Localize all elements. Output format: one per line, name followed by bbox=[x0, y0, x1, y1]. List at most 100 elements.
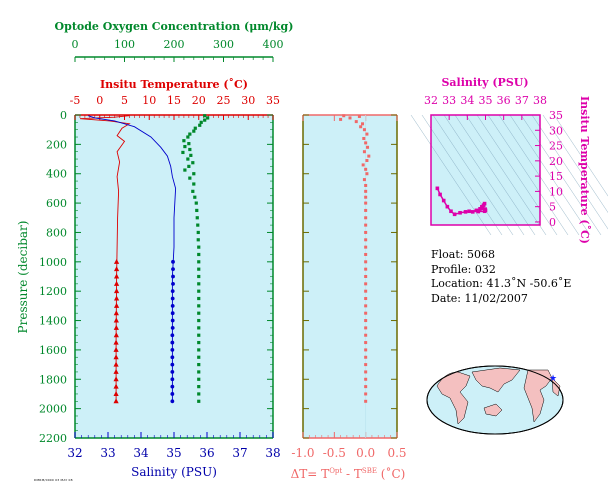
delta-t-point bbox=[364, 167, 368, 171]
float-id: Float: 5068 bbox=[431, 248, 495, 261]
temperature-axis-ticks: -5 0 5 10 15 20 25 30 35 bbox=[70, 94, 280, 120]
ts-point bbox=[467, 209, 471, 214]
temperature-point bbox=[113, 332, 119, 338]
salinity-axis-title: Salinity (PSU) bbox=[131, 465, 217, 479]
oxygen-point bbox=[197, 326, 201, 330]
oxygen-point bbox=[191, 189, 195, 193]
oxygen-point bbox=[188, 147, 192, 152]
delta-t-point bbox=[364, 304, 368, 308]
oxygen-axis-title: Optode Oxygen Concentration (μm/kg) bbox=[55, 20, 294, 33]
float-location: Location: 41.3˚N -50.6˚E bbox=[431, 277, 572, 290]
oxygen-point bbox=[195, 208, 199, 213]
salinity-point bbox=[170, 289, 175, 294]
ts-temperature-tick-label: 0 bbox=[549, 216, 556, 229]
delta-t-axis-ticks: -1.0 -0.5 0.0 0.5 bbox=[291, 114, 407, 460]
delta-t-point bbox=[364, 230, 368, 234]
delta-t-point bbox=[348, 116, 352, 120]
salinity-point bbox=[171, 274, 175, 279]
density-contour bbox=[410, 114, 492, 236]
delta-t-point bbox=[364, 333, 368, 337]
temperature-axis-title: Insitu Temperature (˚C) bbox=[100, 78, 248, 91]
oxygen-axis-ticks: 0 100 200 300 400 bbox=[72, 38, 284, 62]
temperature-point bbox=[113, 258, 120, 264]
oxygen-point bbox=[197, 245, 201, 249]
salinity-line bbox=[88, 115, 177, 402]
oxygen-point bbox=[196, 223, 200, 227]
temperature-point bbox=[113, 295, 120, 301]
salinity-point bbox=[171, 281, 175, 286]
ts-point bbox=[476, 209, 481, 214]
oxygen-point bbox=[197, 377, 201, 381]
density-contour bbox=[498, 114, 580, 236]
temperature-tick-label: 0 bbox=[96, 94, 103, 107]
oxygen-point bbox=[186, 157, 190, 161]
temperature-point bbox=[113, 266, 120, 272]
salinity-point bbox=[170, 296, 175, 301]
oxygen-point bbox=[187, 142, 191, 146]
salinity-tick-label: 38 bbox=[265, 446, 280, 460]
oxygen-point bbox=[197, 282, 201, 286]
pressure-tick-label: 1400 bbox=[39, 315, 67, 328]
oxygen-point bbox=[197, 274, 201, 279]
temperature-point bbox=[113, 390, 119, 396]
oxygen-point bbox=[197, 289, 201, 293]
salinity-point bbox=[170, 348, 175, 352]
ts-point bbox=[449, 209, 453, 214]
ts-salinity-tick-label: 38 bbox=[533, 94, 547, 107]
oxygen-point bbox=[203, 114, 207, 118]
oxygen-point bbox=[197, 370, 201, 374]
temperature-tick-label: -5 bbox=[70, 94, 81, 107]
salinity-point bbox=[170, 377, 175, 382]
ts-temperature-axis-title: Insitu Temperature (˚C) bbox=[578, 96, 591, 244]
temperature-point bbox=[113, 310, 119, 316]
temperature-point bbox=[113, 339, 119, 345]
delta-t-point bbox=[362, 178, 366, 182]
pressure-tick-label: 1000 bbox=[39, 256, 67, 269]
profile-id: Profile: 032 bbox=[431, 262, 496, 276]
float-info: Float: 5068 Profile: 032 Location: 41.3˚… bbox=[431, 248, 571, 306]
temperature-point bbox=[113, 376, 119, 382]
temperature-tick-label: 15 bbox=[167, 94, 181, 107]
salinity-point bbox=[170, 311, 175, 316]
oxygen-point bbox=[199, 120, 203, 124]
pressure-tick-label: 400 bbox=[46, 168, 67, 181]
delta-t-point bbox=[359, 125, 363, 129]
density-contour bbox=[443, 114, 525, 236]
delta-t-point bbox=[364, 201, 368, 205]
delta-t-point bbox=[364, 289, 368, 293]
delta-t-point bbox=[361, 122, 365, 126]
ts-salinity-tick-label: 33 bbox=[442, 94, 456, 107]
salinity-axis-ticks: 32 33 34 35 36 37 38 bbox=[67, 432, 281, 460]
oxygen-point bbox=[197, 260, 201, 264]
salinity-tick-label: 34 bbox=[133, 446, 149, 460]
delta-t-point bbox=[364, 189, 368, 193]
oxygen-point bbox=[188, 132, 192, 136]
delta-t-point bbox=[362, 150, 366, 154]
delta-t-point bbox=[364, 216, 368, 220]
delta-t-point bbox=[364, 326, 368, 330]
oxygen-point bbox=[206, 116, 210, 120]
pressure-tick-label: 200 bbox=[46, 138, 67, 151]
salinity-point bbox=[170, 384, 175, 389]
delta-t-point bbox=[339, 117, 343, 121]
ts-salinity-tick-label: 37 bbox=[515, 94, 529, 107]
oxygen-tick-label: 100 bbox=[114, 38, 135, 51]
temperature-point bbox=[113, 346, 119, 352]
temperature-point bbox=[113, 324, 119, 330]
ts-temperature-tick-label: 30 bbox=[549, 124, 563, 137]
delta-t-point bbox=[364, 260, 368, 264]
delta-t-tick-label: 0.0 bbox=[356, 446, 375, 460]
oxygen-tick-label: 0 bbox=[72, 38, 79, 51]
delta-t-point bbox=[364, 319, 368, 323]
profile-series bbox=[79, 114, 210, 404]
temperature-point bbox=[113, 398, 119, 404]
temperature-point bbox=[113, 288, 120, 294]
pressure-axis-ticks: 0 200 400 600 800 1000 1200 1400 1600 1800 2000 220… bbox=[39, 109, 273, 445]
oxygen-point bbox=[197, 311, 201, 315]
oxygen-point bbox=[197, 385, 201, 389]
profile-date: Date: 11/02/2007 bbox=[431, 291, 528, 305]
salinity-point bbox=[170, 370, 175, 374]
delta-t-point bbox=[364, 341, 368, 345]
salinity-tick-label: 33 bbox=[100, 446, 115, 460]
salinity-tick-label: 36 bbox=[199, 446, 214, 460]
